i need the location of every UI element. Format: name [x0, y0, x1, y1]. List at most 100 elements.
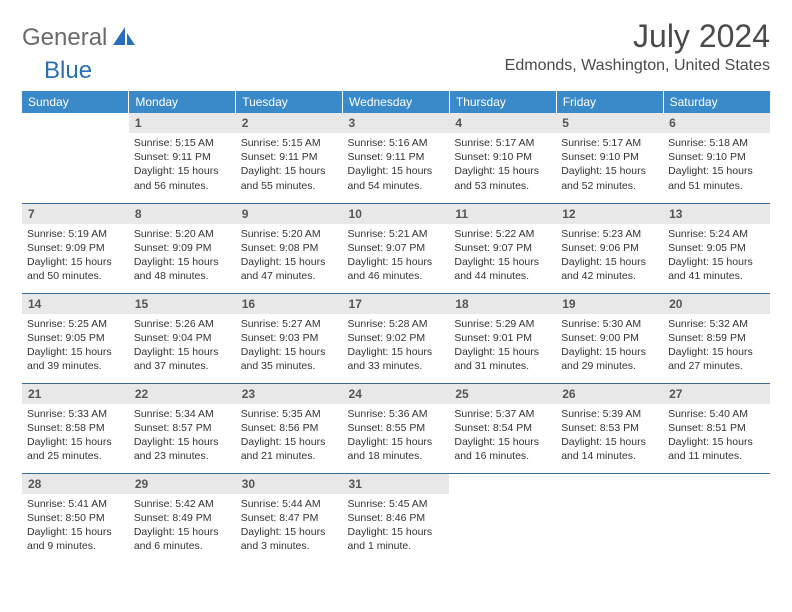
daylight-line: Daylight: 15 hours and 14 minutes. [561, 435, 658, 463]
day-data: Sunrise: 5:29 AMSunset: 9:01 PMDaylight:… [449, 314, 556, 380]
day-number [22, 113, 129, 133]
day-number: 29 [129, 474, 236, 494]
day-data: Sunrise: 5:17 AMSunset: 9:10 PMDaylight:… [449, 133, 556, 199]
calendar-day-cell: 6Sunrise: 5:18 AMSunset: 9:10 PMDaylight… [663, 113, 770, 203]
day-number [449, 474, 556, 494]
calendar-day-cell: 22Sunrise: 5:34 AMSunset: 8:57 PMDayligh… [129, 383, 236, 473]
day-data: Sunrise: 5:23 AMSunset: 9:06 PMDaylight:… [556, 224, 663, 290]
day-data: Sunrise: 5:21 AMSunset: 9:07 PMDaylight:… [343, 224, 450, 290]
sunrise-line: Sunrise: 5:19 AM [27, 227, 124, 241]
sunrise-line: Sunrise: 5:24 AM [668, 227, 765, 241]
daylight-line: Daylight: 15 hours and 33 minutes. [348, 345, 445, 373]
calendar-day-cell [556, 473, 663, 563]
day-data: Sunrise: 5:34 AMSunset: 8:57 PMDaylight:… [129, 404, 236, 470]
daylight-line: Daylight: 15 hours and 41 minutes. [668, 255, 765, 283]
day-number: 21 [22, 384, 129, 404]
logo: General [22, 24, 139, 52]
location-subtitle: Edmonds, Washington, United States [505, 57, 770, 75]
day-data: Sunrise: 5:15 AMSunset: 9:11 PMDaylight:… [236, 133, 343, 199]
calendar-day-cell: 17Sunrise: 5:28 AMSunset: 9:02 PMDayligh… [343, 293, 450, 383]
day-data: Sunrise: 5:42 AMSunset: 8:49 PMDaylight:… [129, 494, 236, 560]
sunrise-line: Sunrise: 5:32 AM [668, 317, 765, 331]
daylight-line: Daylight: 15 hours and 16 minutes. [454, 435, 551, 463]
day-number: 8 [129, 204, 236, 224]
daylight-line: Daylight: 15 hours and 50 minutes. [27, 255, 124, 283]
sunrise-line: Sunrise: 5:42 AM [134, 497, 231, 511]
sunset-line: Sunset: 9:10 PM [454, 150, 551, 164]
sunset-line: Sunset: 9:11 PM [348, 150, 445, 164]
sunrise-line: Sunrise: 5:20 AM [134, 227, 231, 241]
day-number: 25 [449, 384, 556, 404]
sunrise-line: Sunrise: 5:26 AM [134, 317, 231, 331]
calendar-day-cell: 23Sunrise: 5:35 AMSunset: 8:56 PMDayligh… [236, 383, 343, 473]
day-data: Sunrise: 5:44 AMSunset: 8:47 PMDaylight:… [236, 494, 343, 560]
calendar-day-cell: 8Sunrise: 5:20 AMSunset: 9:09 PMDaylight… [129, 203, 236, 293]
logo-text-blue: Blue [44, 57, 92, 85]
day-data: Sunrise: 5:20 AMSunset: 9:08 PMDaylight:… [236, 224, 343, 290]
sunset-line: Sunset: 8:55 PM [348, 421, 445, 435]
sunset-line: Sunset: 9:04 PM [134, 331, 231, 345]
day-number: 28 [22, 474, 129, 494]
calendar-day-cell: 21Sunrise: 5:33 AMSunset: 8:58 PMDayligh… [22, 383, 129, 473]
day-data: Sunrise: 5:41 AMSunset: 8:50 PMDaylight:… [22, 494, 129, 560]
calendar-day-cell: 28Sunrise: 5:41 AMSunset: 8:50 PMDayligh… [22, 473, 129, 563]
daylight-line: Daylight: 15 hours and 11 minutes. [668, 435, 765, 463]
sunset-line: Sunset: 9:10 PM [668, 150, 765, 164]
day-number: 23 [236, 384, 343, 404]
day-data: Sunrise: 5:17 AMSunset: 9:10 PMDaylight:… [556, 133, 663, 199]
calendar-day-cell: 7Sunrise: 5:19 AMSunset: 9:09 PMDaylight… [22, 203, 129, 293]
sunset-line: Sunset: 9:03 PM [241, 331, 338, 345]
sunset-line: Sunset: 8:47 PM [241, 511, 338, 525]
calendar-day-cell [663, 473, 770, 563]
daylight-line: Daylight: 15 hours and 18 minutes. [348, 435, 445, 463]
day-data: Sunrise: 5:19 AMSunset: 9:09 PMDaylight:… [22, 224, 129, 290]
sunrise-line: Sunrise: 5:30 AM [561, 317, 658, 331]
sunset-line: Sunset: 8:54 PM [454, 421, 551, 435]
day-of-week-header: Saturday [663, 91, 770, 113]
sunrise-line: Sunrise: 5:17 AM [454, 136, 551, 150]
calendar-body: 1Sunrise: 5:15 AMSunset: 9:11 PMDaylight… [22, 113, 770, 563]
sunset-line: Sunset: 9:06 PM [561, 241, 658, 255]
calendar-day-cell: 10Sunrise: 5:21 AMSunset: 9:07 PMDayligh… [343, 203, 450, 293]
daylight-line: Daylight: 15 hours and 23 minutes. [134, 435, 231, 463]
sunrise-line: Sunrise: 5:23 AM [561, 227, 658, 241]
sunset-line: Sunset: 9:01 PM [454, 331, 551, 345]
calendar-week-row: 7Sunrise: 5:19 AMSunset: 9:09 PMDaylight… [22, 203, 770, 293]
daylight-line: Daylight: 15 hours and 42 minutes. [561, 255, 658, 283]
daylight-line: Daylight: 15 hours and 53 minutes. [454, 164, 551, 192]
day-number: 6 [663, 113, 770, 133]
calendar-day-cell: 19Sunrise: 5:30 AMSunset: 9:00 PMDayligh… [556, 293, 663, 383]
day-number [556, 474, 663, 494]
day-number: 24 [343, 384, 450, 404]
day-number: 14 [22, 294, 129, 314]
daylight-line: Daylight: 15 hours and 51 minutes. [668, 164, 765, 192]
sunset-line: Sunset: 9:08 PM [241, 241, 338, 255]
sunrise-line: Sunrise: 5:29 AM [454, 317, 551, 331]
day-data: Sunrise: 5:36 AMSunset: 8:55 PMDaylight:… [343, 404, 450, 470]
sunset-line: Sunset: 9:02 PM [348, 331, 445, 345]
sunrise-line: Sunrise: 5:34 AM [134, 407, 231, 421]
day-number: 22 [129, 384, 236, 404]
calendar-day-cell: 20Sunrise: 5:32 AMSunset: 8:59 PMDayligh… [663, 293, 770, 383]
sunset-line: Sunset: 8:59 PM [668, 331, 765, 345]
daylight-line: Daylight: 15 hours and 27 minutes. [668, 345, 765, 373]
sunrise-line: Sunrise: 5:15 AM [241, 136, 338, 150]
daylight-line: Daylight: 15 hours and 46 minutes. [348, 255, 445, 283]
sunrise-line: Sunrise: 5:35 AM [241, 407, 338, 421]
sunset-line: Sunset: 8:49 PM [134, 511, 231, 525]
calendar-day-cell: 2Sunrise: 5:15 AMSunset: 9:11 PMDaylight… [236, 113, 343, 203]
daylight-line: Daylight: 15 hours and 52 minutes. [561, 164, 658, 192]
day-data: Sunrise: 5:27 AMSunset: 9:03 PMDaylight:… [236, 314, 343, 380]
sunset-line: Sunset: 9:10 PM [561, 150, 658, 164]
sunset-line: Sunset: 9:09 PM [134, 241, 231, 255]
sunrise-line: Sunrise: 5:16 AM [348, 136, 445, 150]
day-data: Sunrise: 5:20 AMSunset: 9:09 PMDaylight:… [129, 224, 236, 290]
sunrise-line: Sunrise: 5:36 AM [348, 407, 445, 421]
day-of-week-header-row: SundayMondayTuesdayWednesdayThursdayFrid… [22, 91, 770, 113]
day-data: Sunrise: 5:16 AMSunset: 9:11 PMDaylight:… [343, 133, 450, 199]
day-data: Sunrise: 5:26 AMSunset: 9:04 PMDaylight:… [129, 314, 236, 380]
daylight-line: Daylight: 15 hours and 21 minutes. [241, 435, 338, 463]
sunrise-line: Sunrise: 5:39 AM [561, 407, 658, 421]
calendar-week-row: 14Sunrise: 5:25 AMSunset: 9:05 PMDayligh… [22, 293, 770, 383]
day-of-week-header: Tuesday [236, 91, 343, 113]
